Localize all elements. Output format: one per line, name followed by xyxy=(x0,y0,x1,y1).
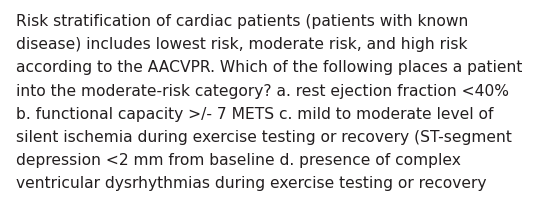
Text: b. functional capacity >/- 7 METS c. mild to moderate level of: b. functional capacity >/- 7 METS c. mil… xyxy=(16,107,493,122)
Text: Risk stratification of cardiac patients (patients with known: Risk stratification of cardiac patients … xyxy=(16,14,468,29)
Text: disease) includes lowest risk, moderate risk, and high risk: disease) includes lowest risk, moderate … xyxy=(16,37,468,52)
Text: silent ischemia during exercise testing or recovery (ST-segment: silent ischemia during exercise testing … xyxy=(16,130,512,145)
Text: depression <2 mm from baseline d. presence of complex: depression <2 mm from baseline d. presen… xyxy=(16,153,461,168)
Text: ventricular dysrhythmias during exercise testing or recovery: ventricular dysrhythmias during exercise… xyxy=(16,176,487,191)
Text: into the moderate-risk category? a. rest ejection fraction <40%: into the moderate-risk category? a. rest… xyxy=(16,84,509,99)
Text: according to the AACVPR. Which of the following places a patient: according to the AACVPR. Which of the fo… xyxy=(16,60,522,75)
